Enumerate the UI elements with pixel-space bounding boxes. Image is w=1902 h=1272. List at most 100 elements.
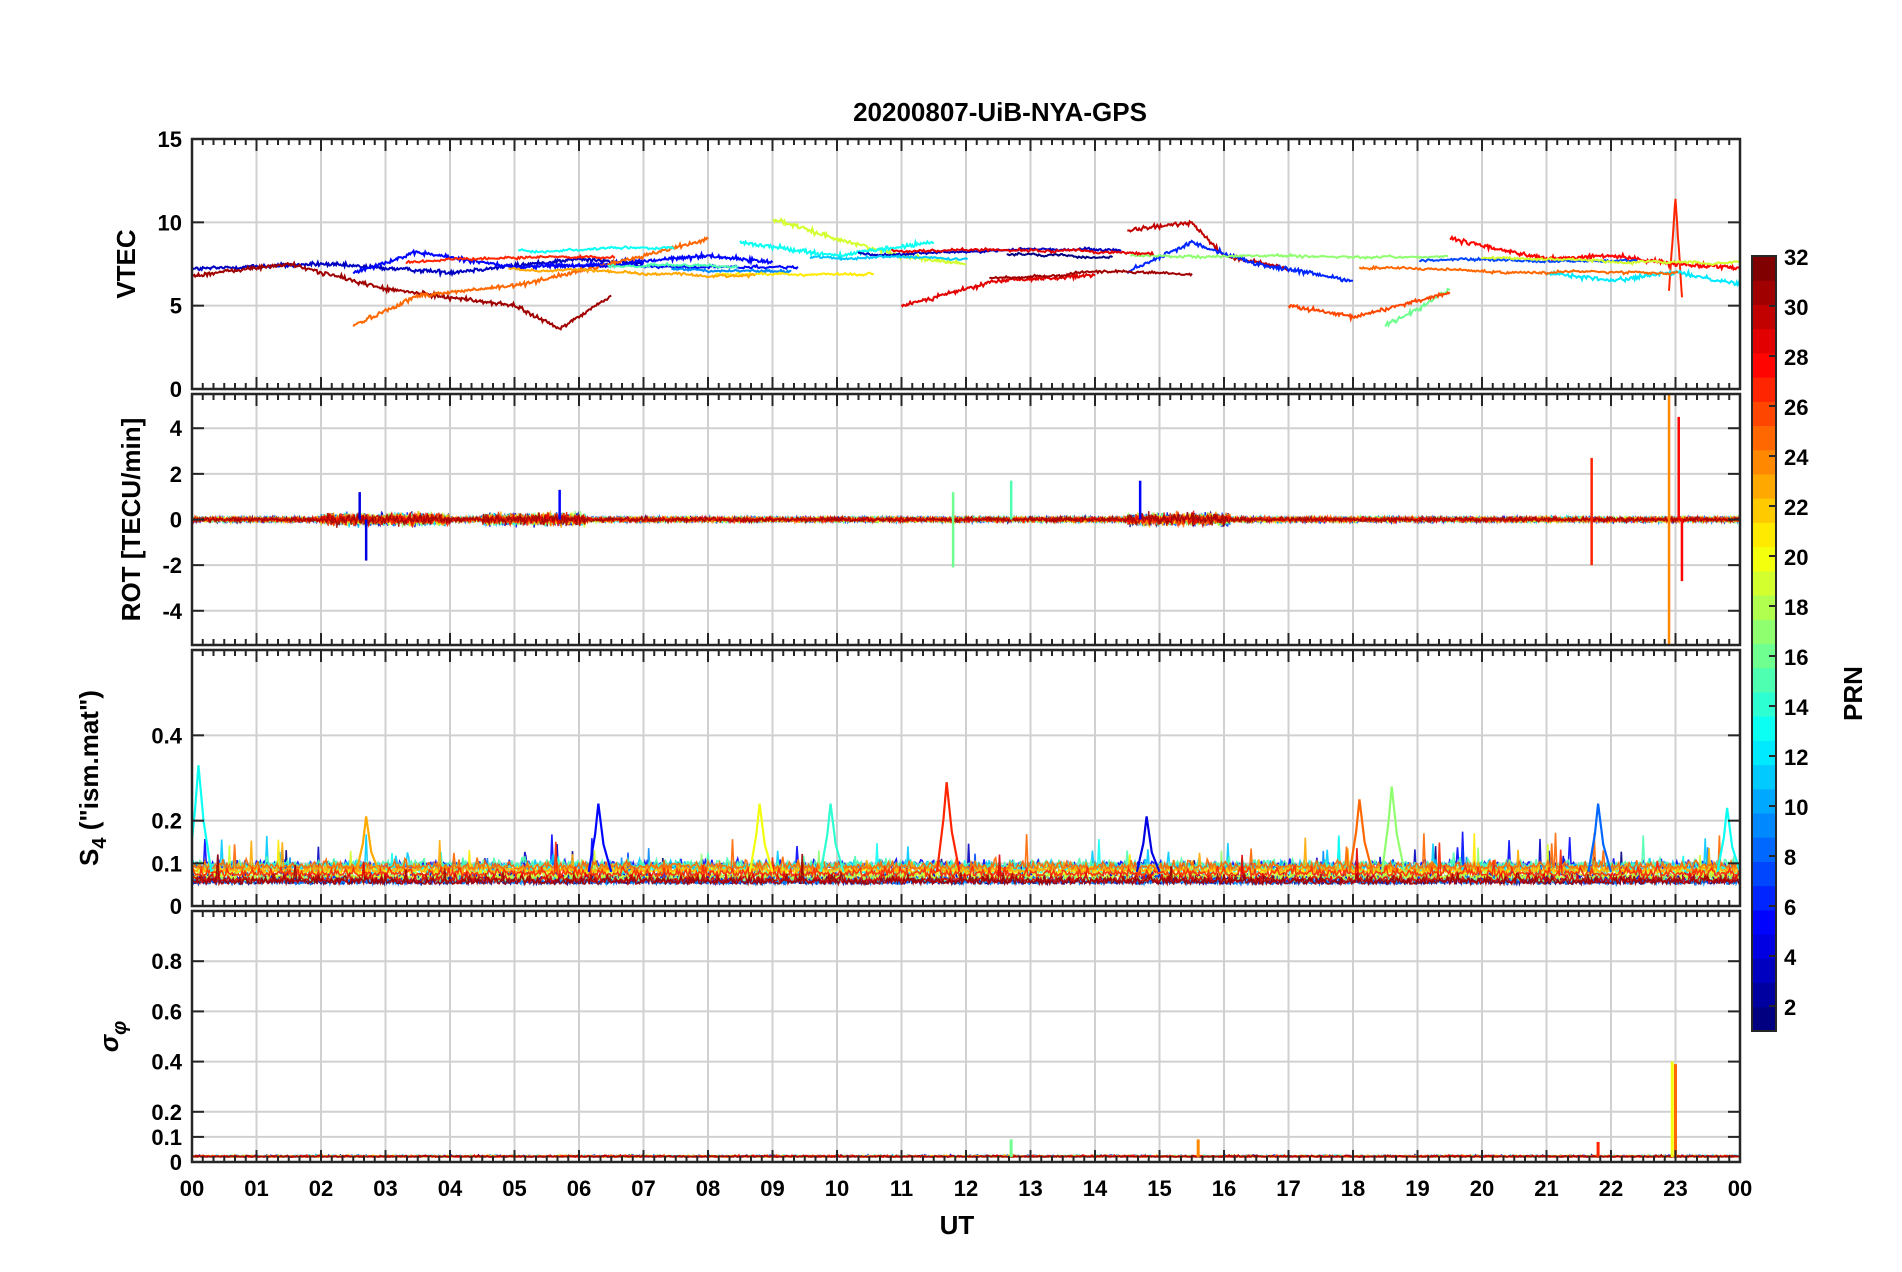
- x-ticks: [191, 394, 1741, 645]
- vtec-series-prn-28: [1449, 234, 1740, 272]
- x-ticks: [191, 650, 1741, 906]
- s4-peak-prn-14: [819, 803, 845, 873]
- colorbar-segment: [1752, 304, 1776, 330]
- colorbar-tick-label: 10: [1784, 795, 1808, 820]
- colorbar-segment: [1752, 982, 1776, 1008]
- y-tick-label: 5: [170, 294, 182, 319]
- vtec-series-prn-12: [1545, 268, 1740, 288]
- colorbar-tick-label: 20: [1784, 545, 1808, 570]
- y-tick-label: 0.1: [151, 1125, 182, 1150]
- s4-peak-prn-13: [1716, 807, 1740, 873]
- colorbar-segment: [1752, 328, 1776, 354]
- vtec-trace-prn-1: [1006, 252, 1114, 260]
- colorbar-segment: [1752, 813, 1776, 838]
- colorbar-frame: [1751, 255, 1777, 1032]
- colorbar-segment: [1752, 449, 1776, 475]
- vtec-series-prn-19: [772, 217, 967, 266]
- x-tick-label: 03: [373, 1176, 397, 1201]
- x-tick-label: 13: [1018, 1176, 1042, 1201]
- s4-peak-prn-23: [355, 816, 381, 873]
- colorbar-tick-label: 6: [1784, 895, 1796, 920]
- x-tick-label: 08: [696, 1176, 720, 1201]
- colorbar-segment: [1752, 570, 1776, 596]
- x-ticks: [191, 911, 1741, 1162]
- x-tick-label: 01: [244, 1176, 268, 1201]
- s4-trace-prn-25: [192, 832, 1740, 873]
- vtec-trace-prn-29: [891, 246, 1155, 257]
- y-axis-label: VTEC: [111, 229, 141, 299]
- colorbar-segment: [1752, 1006, 1776, 1032]
- vtec-trace-prn-19: [1480, 255, 1740, 267]
- s4-peak-prn-5: [587, 803, 613, 873]
- x-tick-label: 05: [502, 1176, 526, 1201]
- x-tick-label: 07: [631, 1176, 655, 1201]
- y-tick-label: 0.4: [151, 1050, 182, 1075]
- colorbar-segment: [1752, 837, 1776, 862]
- y-tick-label: 10: [158, 210, 182, 235]
- figure-title: 20200807-UiB-NYA-GPS: [853, 97, 1147, 127]
- x-tick-label: 09: [760, 1176, 784, 1201]
- colorbar-segment: [1752, 909, 1776, 935]
- vtec-series-prn-31: [192, 260, 612, 331]
- colorbar-segment: [1752, 861, 1776, 887]
- y-axis-label: S4 ("ism.mat"): [74, 690, 111, 866]
- x-tick-label: 00: [180, 1176, 204, 1201]
- x-ticks: [191, 139, 1741, 389]
- x-tick-label: 14: [1083, 1176, 1108, 1201]
- colorbar-tick-label: 12: [1784, 745, 1808, 770]
- colorbar-tick-label: 24: [1784, 445, 1809, 470]
- x-tick-label: 19: [1405, 1176, 1429, 1201]
- colorbar-segment: [1752, 425, 1776, 451]
- vtec-trace-prn-11: [809, 253, 969, 262]
- x-tick-label: 22: [1599, 1176, 1623, 1201]
- colorbar-tick-label: 28: [1784, 345, 1808, 370]
- x-tick-label: 04: [438, 1176, 463, 1201]
- y-tick-label: 0.4: [151, 723, 182, 748]
- colorbar-segment: [1752, 764, 1776, 790]
- y-tick-label: 0.6: [151, 999, 182, 1024]
- colorbar-segment: [1752, 691, 1776, 717]
- colorbar-segment: [1752, 595, 1776, 620]
- colorbar-tick-label: 32: [1784, 245, 1808, 270]
- y-tick-label: 0.1: [151, 851, 182, 876]
- x-tick-label: 02: [309, 1176, 333, 1201]
- sigma-phi-panel: 00.10.2 0.4 0.6 0.8 σφ 00 01 02 03 04 05 06 07 08 09 10…: [94, 909, 1752, 1201]
- s4-peak-prn-25: [1348, 799, 1374, 873]
- colorbar-segment: [1752, 546, 1776, 572]
- vtec-trace-prn-27: [405, 253, 616, 265]
- colorbar-segment: [1752, 716, 1776, 741]
- colorbar-tick-label: 26: [1784, 395, 1808, 420]
- y-tick-label: 0: [170, 377, 182, 402]
- colorbar-tick-label: 2: [1784, 995, 1796, 1020]
- vtec-trace-prn-25: [1358, 264, 1679, 276]
- y-tick-label: 0: [170, 1150, 182, 1175]
- colorbar-tick-label: 16: [1784, 645, 1808, 670]
- colorbar-segment: [1752, 958, 1776, 984]
- colorbar-segment: [1752, 740, 1776, 766]
- x-tick-label: 11: [890, 1176, 913, 1201]
- vtec-series-prn-6: [1126, 239, 1353, 283]
- vtec-series-prn-26: [1287, 291, 1451, 323]
- s4-panel: 0 0.1 0.2 0.4 S4 ("ism.mat"): [74, 648, 1742, 919]
- vtec-series-prn-5: [352, 248, 774, 275]
- vtec-series-prn-29: [900, 271, 1096, 308]
- x-tick-label: 17: [1276, 1176, 1300, 1201]
- y-tick-label: 0.8: [151, 949, 182, 974]
- y-tick-label: -2: [162, 553, 182, 578]
- colorbar-tick-label: 30: [1784, 295, 1808, 320]
- data-layer: [192, 765, 1740, 888]
- y-tick-label: 4: [170, 416, 183, 441]
- vtec-trace-prn-21: [714, 271, 875, 278]
- colorbar-segment: [1752, 280, 1776, 305]
- vtec-series-prn-25: [352, 236, 709, 328]
- y-axis-label: σφ: [94, 1021, 131, 1052]
- y-tick-label: 15: [158, 127, 182, 152]
- y-tick-label: 0: [170, 508, 182, 533]
- y-tick-label: 0.2: [151, 1100, 182, 1125]
- colorbar-tick-label: 14: [1784, 695, 1809, 720]
- vtec-trace-prn-15: [607, 261, 739, 269]
- colorbar-tick-label: 8: [1784, 845, 1796, 870]
- x-tick-label: 15: [1147, 1176, 1171, 1201]
- colorbar-segment: [1752, 667, 1776, 693]
